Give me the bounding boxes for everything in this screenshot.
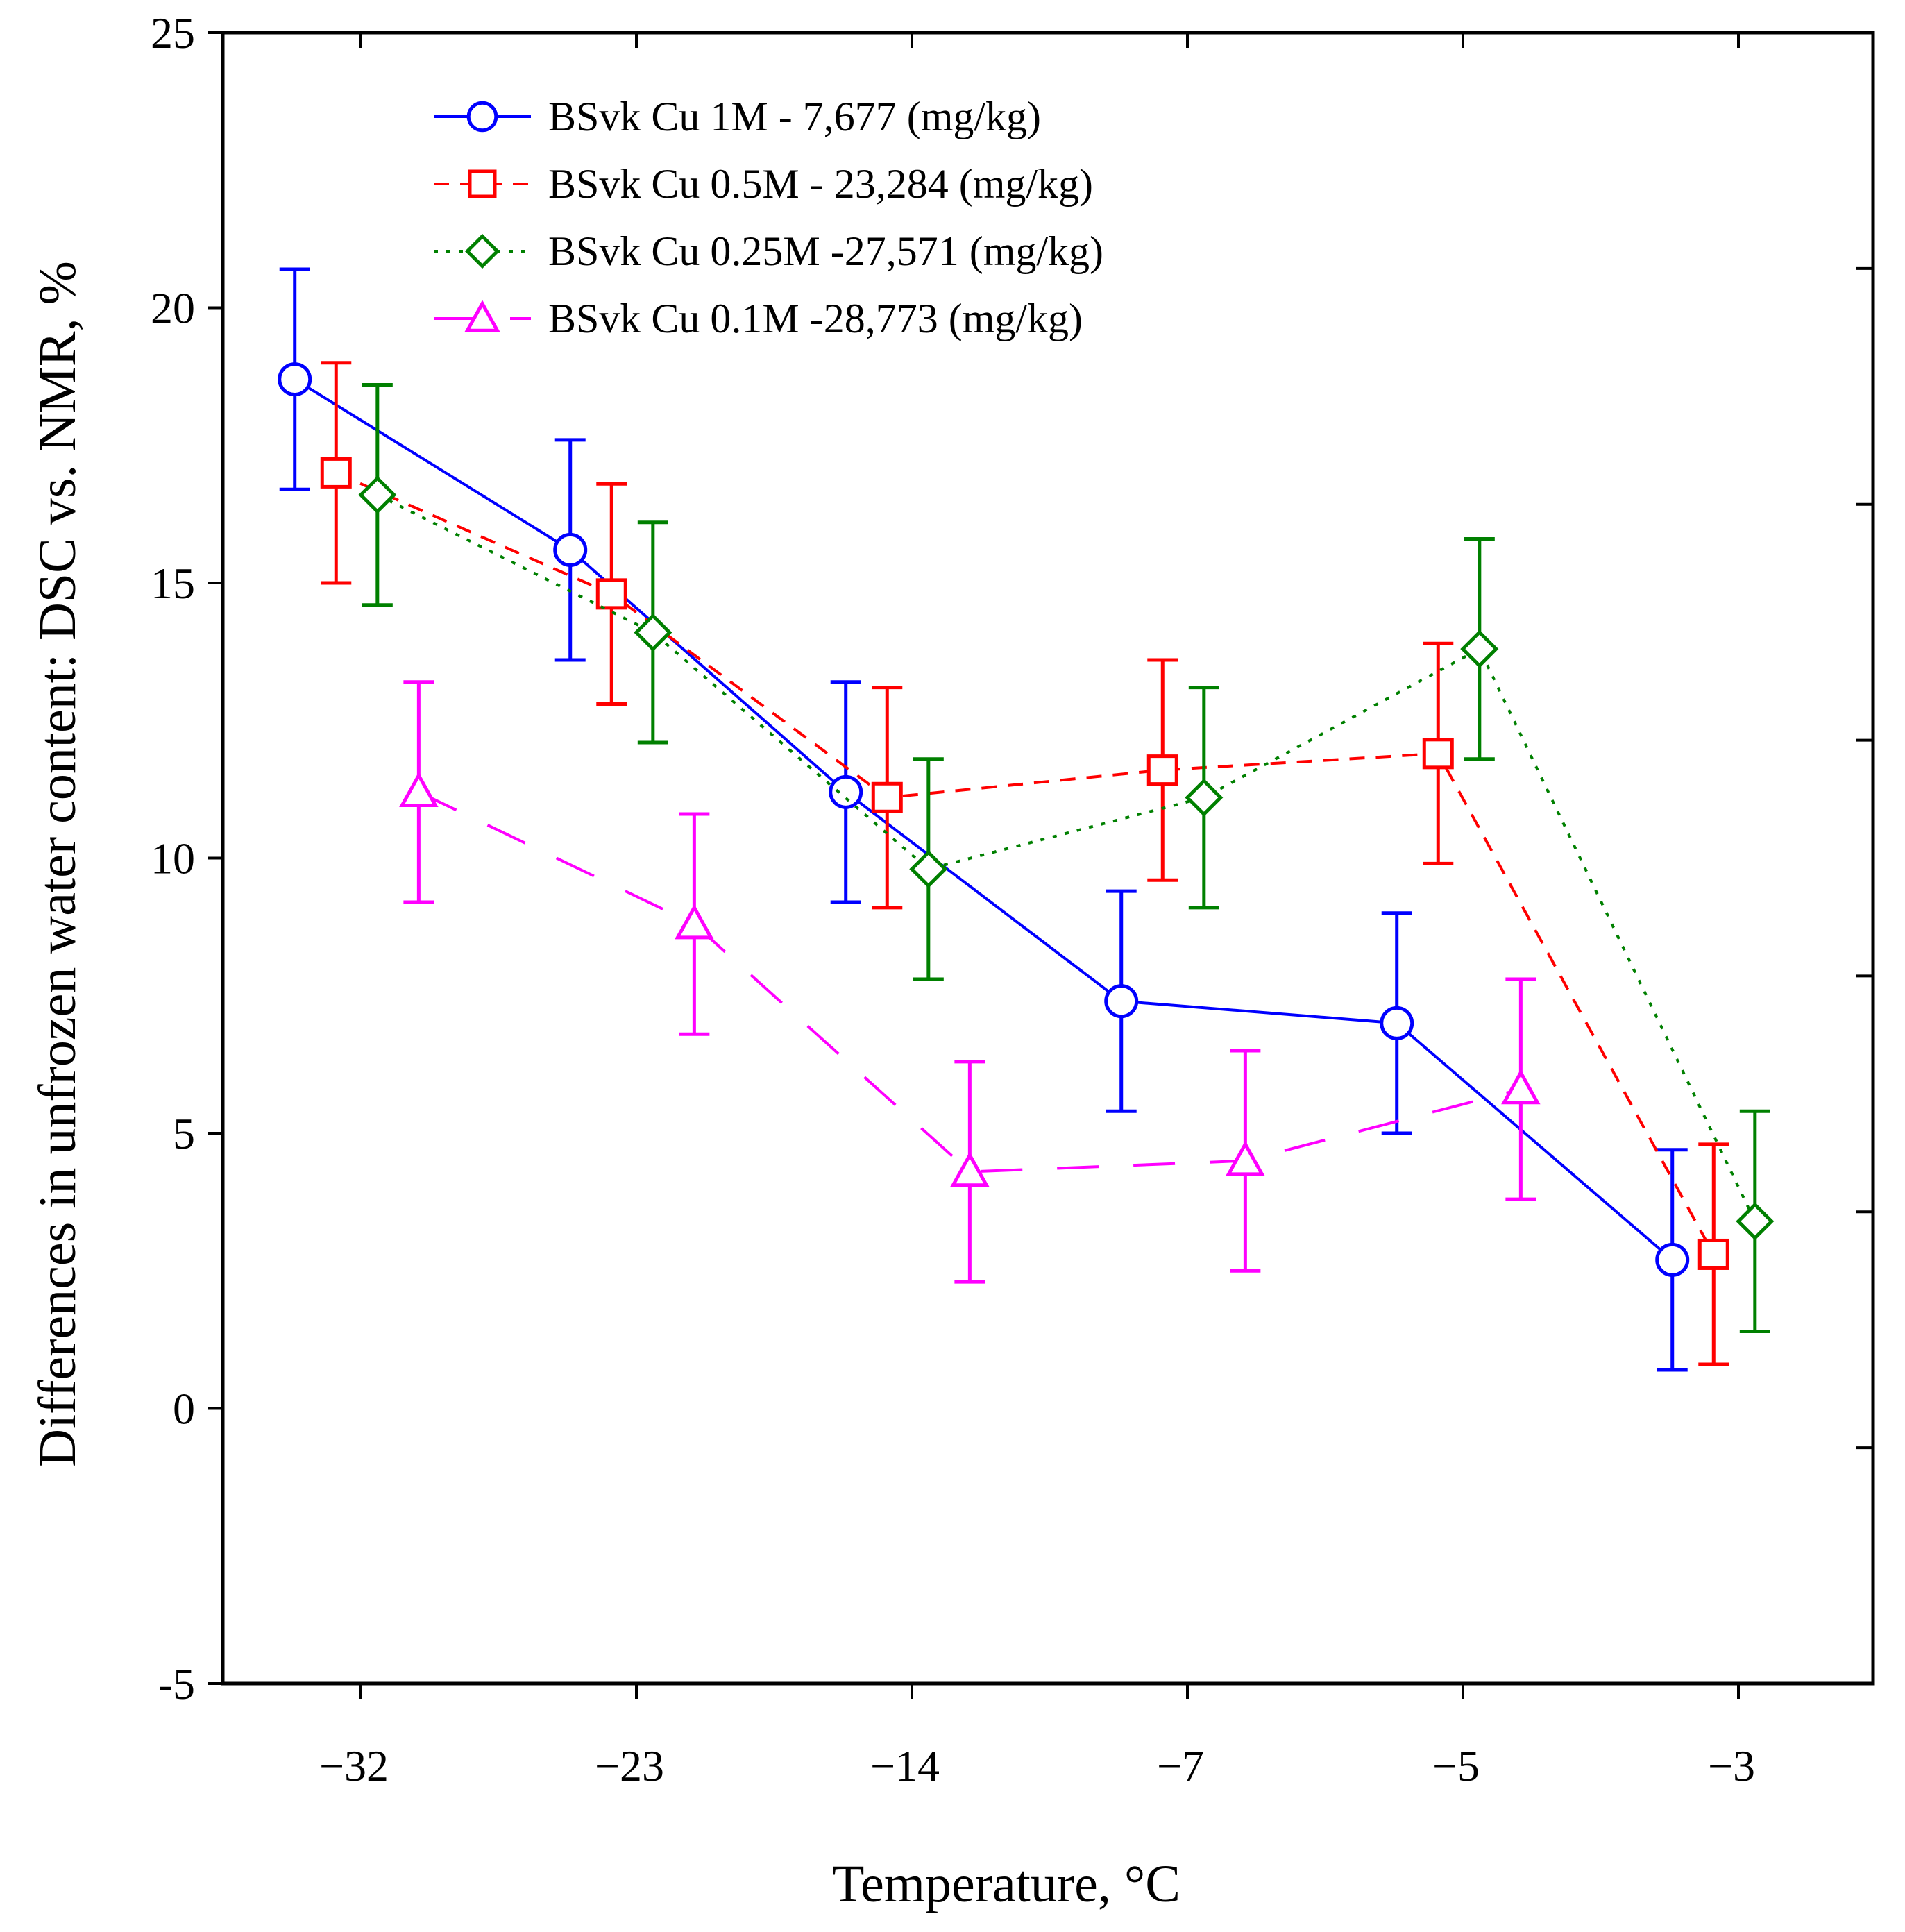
data-point [829, 774, 863, 809]
data-point [1422, 738, 1454, 770]
legend-label: BSvk Cu 0.25M -27,571 (mg/kg) [548, 228, 1103, 274]
data-point [1736, 1202, 1775, 1241]
series-layer [278, 267, 1775, 1372]
x-tick-label: −5 [1432, 1741, 1480, 1790]
data-point [468, 169, 497, 198]
data-point [871, 781, 903, 813]
data-point [909, 849, 948, 888]
data-point [553, 532, 588, 567]
y-axis-title: Differences in unfrozen water content: D… [28, 261, 87, 1467]
data-point [1501, 1069, 1541, 1105]
data-point [1146, 754, 1178, 786]
x-tick-label: −7 [1157, 1741, 1204, 1790]
y-tick-label: -5 [158, 1659, 195, 1709]
x-tick-label: −14 [870, 1741, 940, 1790]
legend-label: BSvk Cu 0.5M - 23,284 (mg/kg) [548, 161, 1093, 207]
data-point [399, 772, 439, 808]
series [320, 361, 1729, 1366]
legend: BSvk Cu 1M - 7,677 (mg/kg) BSvk Cu 0.5M -… [434, 94, 1103, 341]
x-axis-title: Temperature, °C [832, 1855, 1180, 1913]
x-axis: −32 −23 −14 −7 −5 −3 [319, 33, 1755, 1790]
legend-label: BSvk Cu 1M - 7,677 (mg/kg) [548, 94, 1041, 139]
data-point [1104, 984, 1139, 1019]
data-point [634, 613, 672, 652]
series-line [335, 471, 1716, 1255]
x-tick-label: −23 [595, 1741, 664, 1790]
data-point [1460, 629, 1499, 668]
legend-item: BSvk Cu 0.5M - 23,284 (mg/kg) [434, 161, 1093, 207]
data-point [320, 457, 352, 489]
series [358, 383, 1775, 1333]
data-point [595, 578, 627, 610]
data-point [358, 475, 397, 514]
y-tick-label: 10 [151, 834, 195, 883]
data-point [1185, 778, 1224, 817]
data-point [464, 300, 500, 332]
y-tick-label: 5 [173, 1109, 195, 1158]
data-point [1380, 1006, 1414, 1040]
plot-frame [221, 31, 1875, 1686]
series-line [294, 378, 1674, 1261]
data-point [278, 362, 312, 397]
data-point [464, 233, 500, 269]
x-tick-label: −32 [319, 1741, 389, 1790]
series [278, 267, 1690, 1372]
y-tick-label: 0 [173, 1384, 195, 1434]
data-point [1226, 1140, 1265, 1176]
legend-item: BSvk Cu 0.25M -27,571 (mg/kg) [434, 228, 1103, 274]
data-point [950, 1151, 990, 1187]
data-point [675, 904, 714, 940]
data-point [1697, 1238, 1729, 1270]
y-tick-label: 25 [151, 8, 195, 58]
y-axis: 25 20 15 10 5 0 -5 [151, 8, 1873, 1709]
data-point [1655, 1242, 1690, 1277]
data-point [466, 101, 498, 133]
legend-item: BSvk Cu 0.1M -28,773 (mg/kg) [434, 296, 1083, 341]
x-tick-label: −3 [1708, 1741, 1755, 1790]
legend-item: BSvk Cu 1M - 7,677 (mg/kg) [434, 94, 1041, 139]
series-line [376, 493, 1756, 1222]
legend-label: BSvk Cu 0.1M -28,773 (mg/kg) [548, 296, 1083, 341]
y-tick-label: 20 [151, 284, 195, 333]
y-tick-label: 15 [151, 559, 195, 608]
series [399, 680, 1541, 1284]
